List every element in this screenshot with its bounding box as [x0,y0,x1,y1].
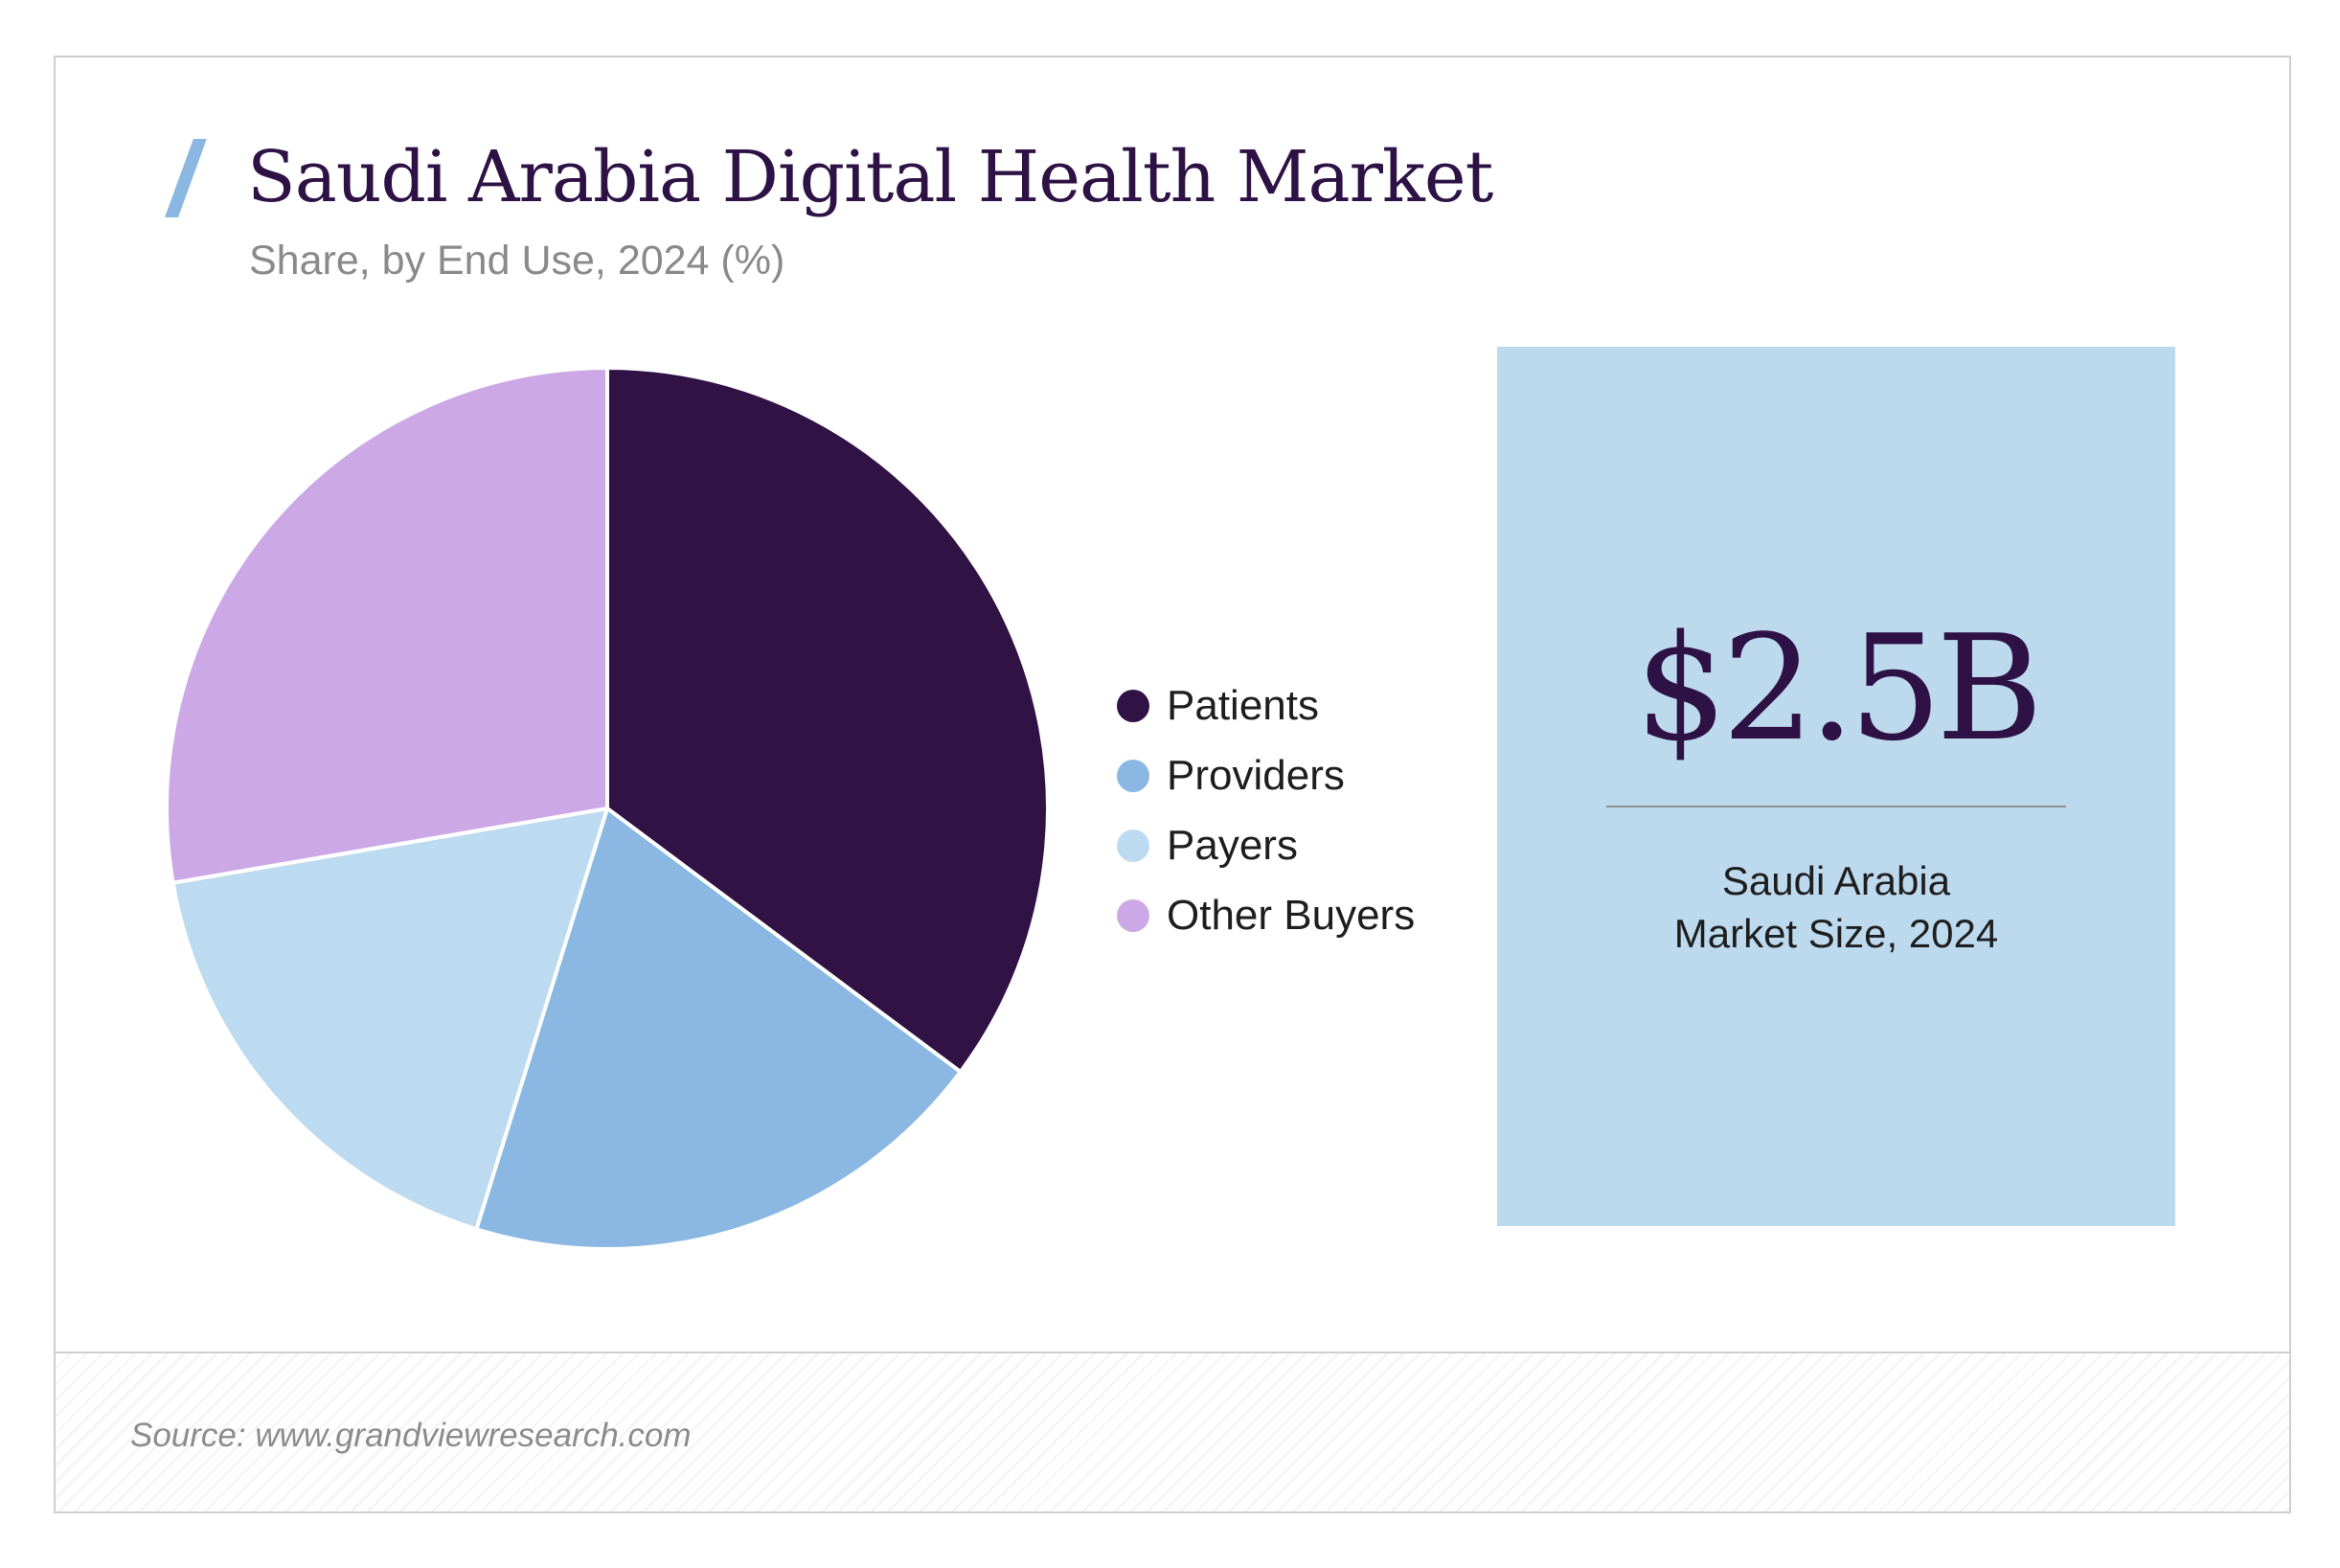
source-note: Source: www.grandviewresearch.com [130,1417,692,1454]
chart-legend: Patients Providers Payers Other Buyers [1117,670,1415,950]
legend-label-payers: Payers [1167,821,1298,869]
market-size-label-line1: Saudi Arabia [1721,858,1951,903]
market-size-label-line2: Market Size, 2024 [1673,911,1999,956]
market-size-panel: $2.5B Saudi Arabia Market Size, 2024 [1497,347,2175,1226]
legend-item-other-buyers: Other Buyers [1117,880,1415,950]
legend-item-patients: Patients [1117,670,1415,740]
market-size-label: Saudi Arabia Market Size, 2024 [1497,854,2175,960]
legend-label-patients: Patients [1167,681,1319,729]
chart-title: Saudi Arabia Digital Health Market [247,136,1493,218]
legend-swatch-providers [1117,759,1149,792]
legend-label-providers: Providers [1167,751,1345,799]
market-size-divider [1606,806,2066,807]
legend-swatch-patients [1117,689,1149,722]
pie-chart [165,366,1050,1251]
legend-label-other-buyers: Other Buyers [1167,891,1416,939]
legend-item-payers: Payers [1117,810,1415,880]
pie-slice-payers [170,807,609,1232]
chart-subtitle: Share, by End Use, 2024 (%) [249,238,785,284]
pie-slice-patients [605,366,1050,1075]
legend-item-providers: Providers [1117,740,1415,810]
legend-swatch-payers [1117,829,1149,862]
pie-slice-providers [474,807,963,1251]
footer: Source: www.grandviewresearch.com [56,1352,2289,1511]
market-size-value: $2.5B [1634,603,2043,773]
legend-swatch-other-buyers [1117,898,1149,932]
pie-slice-other-buyers [165,366,609,885]
